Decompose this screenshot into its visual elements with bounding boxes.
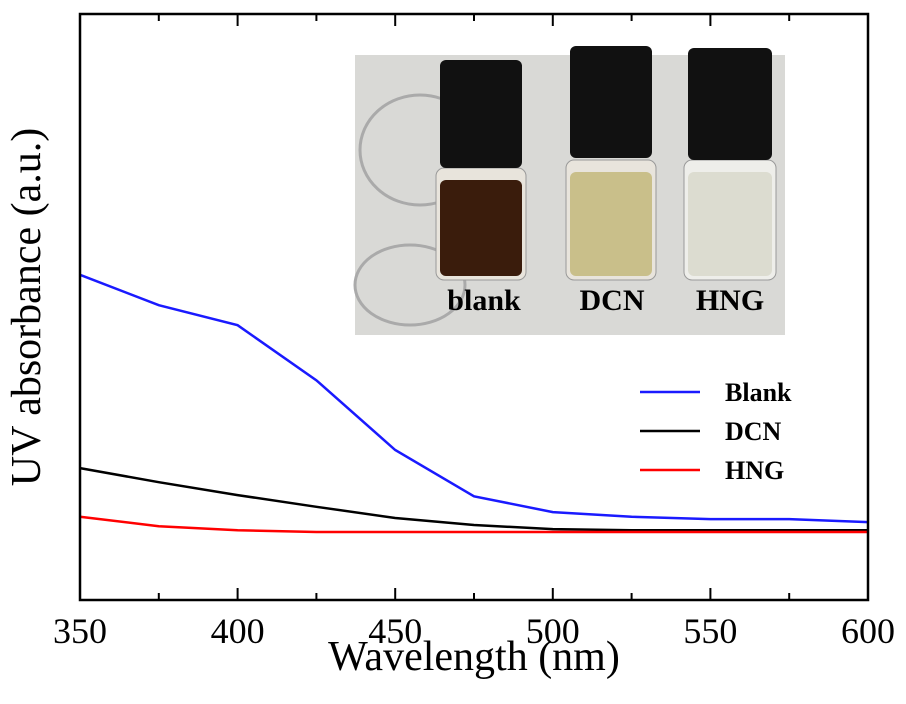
- photo-label: HNG: [696, 284, 764, 317]
- vial-cap: [570, 46, 652, 158]
- vial-cap: [440, 60, 522, 168]
- chart: Wavelength (nm) UV absorbance (a.u.) 350…: [0, 0, 906, 704]
- legend-label: Blank: [725, 378, 792, 407]
- vial-liquid: [570, 172, 652, 276]
- x-tick-label: 550: [683, 611, 737, 651]
- photo-label: blank: [447, 284, 521, 317]
- legend-label: HNG: [725, 456, 784, 485]
- vial-liquid: [688, 172, 772, 276]
- x-tick-label: 400: [211, 611, 265, 651]
- inset-photo: blank DCN HNG: [355, 46, 785, 335]
- y-axis-title: UV absorbance (a.u.): [4, 128, 50, 486]
- vial-liquid: [440, 180, 522, 276]
- x-tick-label: 600: [841, 611, 895, 651]
- vial-cap: [688, 48, 772, 160]
- photo-label: DCN: [580, 284, 645, 317]
- x-tick-label: 500: [526, 611, 580, 651]
- x-tick-label: 350: [53, 611, 107, 651]
- x-tick-label: 450: [368, 611, 422, 651]
- legend-label: DCN: [725, 417, 782, 446]
